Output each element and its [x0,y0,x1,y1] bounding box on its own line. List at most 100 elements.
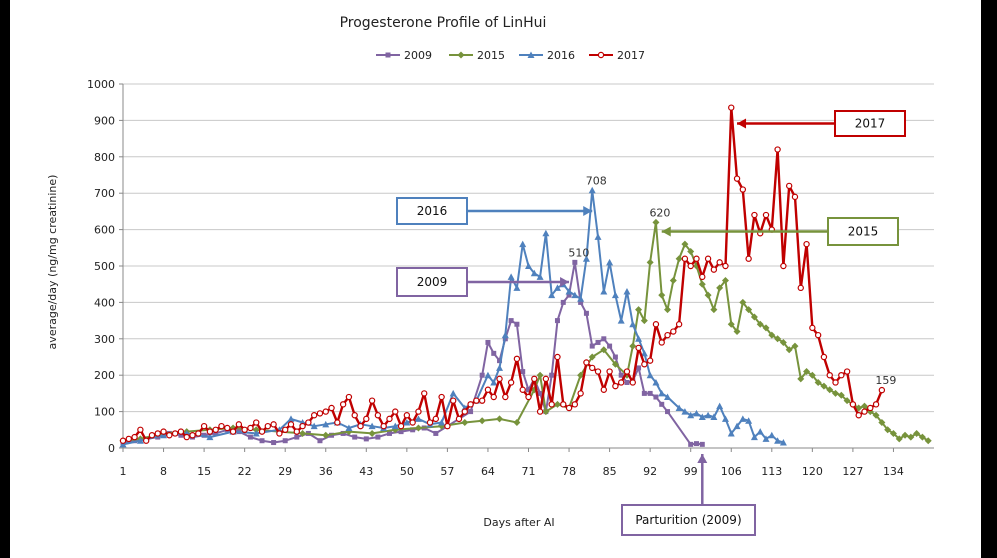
data-point [698,280,706,288]
x-tick-label: 127 [842,465,863,478]
data-point [739,298,747,306]
data-point [664,393,672,401]
data-point [403,419,411,426]
legend-label-2017: 2017 [617,49,645,62]
data-point [600,386,608,393]
data-point [641,361,648,368]
data-point [519,240,527,248]
data-point [368,422,376,430]
data-point [774,437,782,444]
data-point [658,389,666,397]
data-point [779,439,787,446]
data-point [525,393,532,401]
data-point [597,51,605,59]
chart-axes [119,83,934,452]
data-point [797,284,804,292]
data-point [433,430,439,436]
callout-arrow-head [661,226,671,237]
data-point [612,382,619,390]
data-point [803,240,810,248]
callout-box [827,217,899,246]
data-point [137,426,144,433]
data-point [583,359,590,366]
data-point [438,393,445,401]
data-point [699,441,705,447]
data-point [629,379,636,386]
data-point [160,428,167,435]
data-point [635,335,643,342]
data-point [449,397,457,404]
data-point [212,426,219,433]
data-point [577,390,584,397]
data-point [322,431,330,439]
data-point [322,408,329,415]
x-tick-label: 8 [160,465,167,478]
x-tick-label: 15 [197,465,211,478]
data-point [808,371,816,379]
data-point [843,368,851,375]
data-point [826,386,834,394]
data-point [352,434,358,440]
data-point [368,397,376,404]
data-point [924,437,932,445]
data-point [270,421,277,428]
data-point [601,336,607,342]
data-point [177,428,185,435]
data-point [368,429,376,437]
data-point [653,394,659,400]
data-point [305,419,312,426]
data-point [693,441,699,447]
series-2017 [119,104,886,444]
x-tick-label: 134 [883,465,904,478]
data-point [473,397,480,404]
data-point [595,339,601,345]
data-point [252,429,260,437]
x-tick-label: 43 [359,465,373,478]
legend-label-2015: 2015 [477,49,505,62]
legend-label-2016: 2016 [547,49,575,62]
data-point [391,422,399,430]
data-point [478,417,486,425]
data-point [132,438,138,444]
data-point [526,387,531,393]
data-point [698,413,706,421]
x-tick-label: 64 [481,465,495,478]
x-tick-label: 36 [319,465,333,478]
data-point [583,310,589,316]
data-point [832,379,839,386]
data-point [507,379,515,386]
data-point [299,429,307,437]
data-point [507,273,515,280]
data-point [560,401,567,408]
data-point [659,401,665,407]
data-point [339,401,347,408]
data-point [791,193,799,201]
data-point [491,350,497,356]
callout-box [834,110,906,137]
x-tick-label: 120 [802,465,823,478]
data-point [537,390,543,396]
data-point [750,433,758,441]
data-point [235,421,243,428]
data-point [571,291,579,299]
data-point [548,291,556,299]
data-point [513,284,521,291]
y-tick-label: 0 [108,442,115,455]
chart-svg: Progesterone Profile of LinHui 2009 2015 2… [46,15,934,536]
grid-lines [123,83,934,413]
data-point [675,404,683,411]
data-point [461,419,469,427]
data-point [397,422,405,430]
data-point [310,412,318,419]
data-point [640,349,648,357]
data-point [410,427,416,433]
data-point [287,421,295,428]
data-point [554,353,561,361]
data-point [768,331,776,339]
data-point [687,262,694,270]
value-label: 159 [875,374,896,387]
y-tick-label: 400 [94,296,115,309]
data-point [224,424,231,432]
x-tick-label: 106 [721,465,742,478]
data-point [669,277,677,285]
